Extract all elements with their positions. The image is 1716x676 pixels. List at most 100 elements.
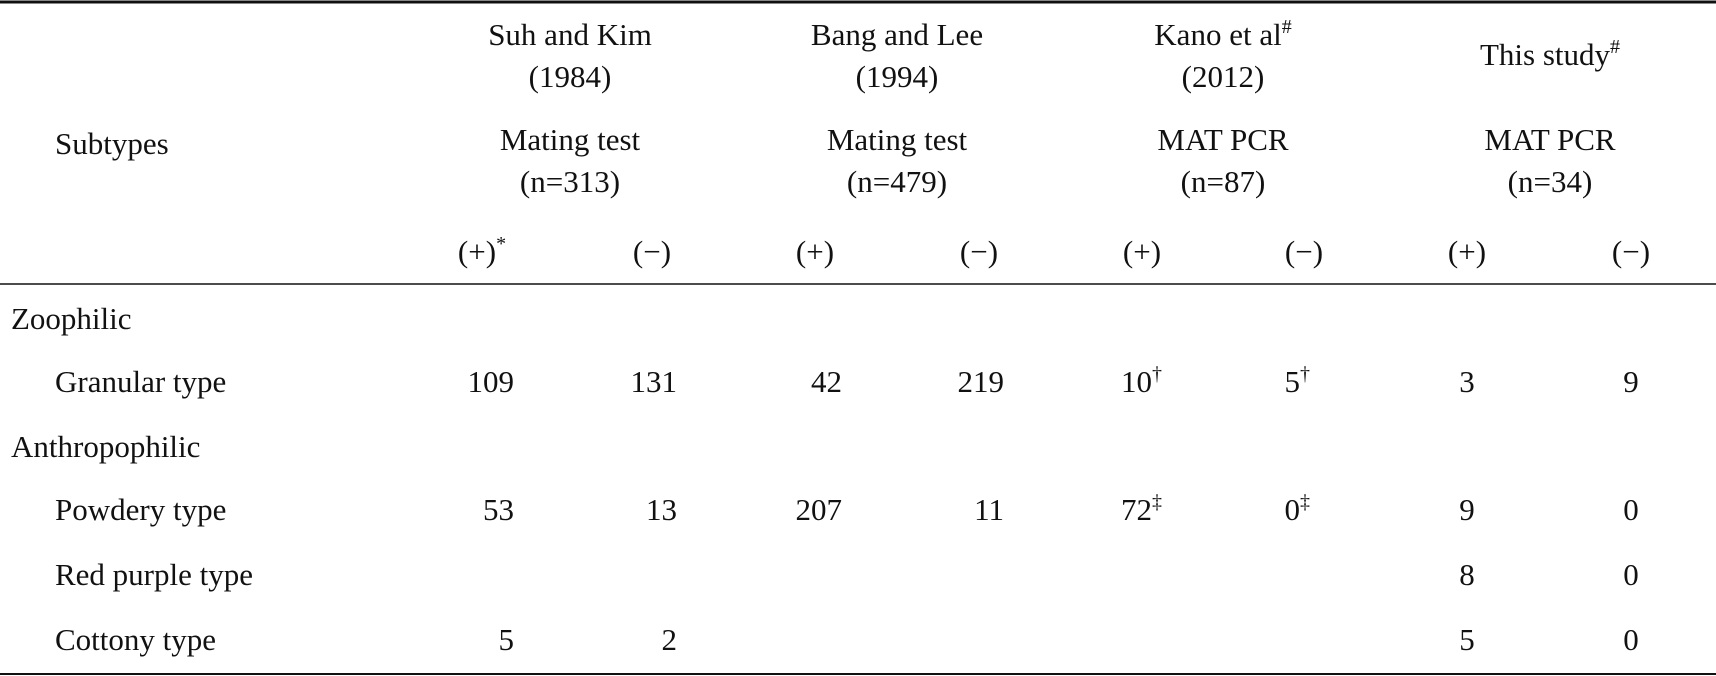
text-span: 72 bbox=[1121, 492, 1152, 527]
cell: 10† bbox=[1121, 363, 1162, 399]
text-span: 42 bbox=[811, 364, 842, 399]
text-span: 0 bbox=[1623, 622, 1639, 657]
cell: 11 bbox=[974, 492, 1004, 527]
cell: 3 bbox=[1459, 364, 1475, 399]
superscript: ‡ bbox=[1152, 491, 1162, 513]
text-span: Kano et al bbox=[1154, 17, 1281, 52]
group-n: (n=87) bbox=[1181, 164, 1266, 199]
text-span: MAT PCR bbox=[1484, 122, 1616, 157]
text-span: 219 bbox=[958, 364, 1005, 399]
superscript: * bbox=[496, 233, 506, 255]
cell: 5 bbox=[499, 622, 515, 657]
text-span: 5 bbox=[499, 622, 515, 657]
text-span: 10 bbox=[1121, 364, 1152, 399]
cell: 42 bbox=[811, 364, 842, 399]
text-span: (1994) bbox=[856, 59, 939, 94]
sub-header: (−) bbox=[960, 234, 998, 269]
text-span: (+) bbox=[1123, 234, 1161, 269]
cell: 2 bbox=[662, 622, 678, 657]
cell: 0‡ bbox=[1285, 491, 1311, 527]
text-span: Granular type bbox=[55, 364, 226, 399]
sub-header: (−) bbox=[633, 234, 671, 269]
text-span: Red purple type bbox=[55, 557, 253, 592]
text-span: (n=87) bbox=[1181, 164, 1266, 199]
group-n: (n=313) bbox=[520, 164, 620, 199]
text-span: 0 bbox=[1623, 492, 1639, 527]
text-span: 131 bbox=[631, 364, 678, 399]
cell: 0 bbox=[1623, 557, 1639, 592]
sub-header: (−) bbox=[1285, 234, 1323, 269]
group-name: Suh and Kim bbox=[488, 17, 652, 52]
sub-header: (+) bbox=[1448, 234, 1486, 269]
group-n: (n=479) bbox=[847, 164, 947, 199]
row-label: Powdery type bbox=[55, 492, 226, 527]
text-span: (+) bbox=[458, 234, 496, 269]
text-span: Bang and Lee bbox=[811, 17, 983, 52]
text-span: 0 bbox=[1623, 557, 1639, 592]
row-label: Cottony type bbox=[55, 622, 216, 657]
group-year: (1984) bbox=[529, 59, 612, 94]
group-name: This study# bbox=[1480, 36, 1620, 72]
text-span: 8 bbox=[1459, 557, 1475, 592]
text-span: 11 bbox=[974, 492, 1004, 527]
text-span: Subtypes bbox=[55, 126, 169, 161]
text-span: Mating test bbox=[500, 122, 641, 157]
row-label: Granular type bbox=[55, 364, 226, 399]
text-span: Powdery type bbox=[55, 492, 226, 527]
cell: 5† bbox=[1285, 363, 1311, 399]
cell: 207 bbox=[796, 492, 843, 527]
superscript: # bbox=[1282, 16, 1292, 38]
group-method: MAT PCR bbox=[1484, 122, 1616, 157]
cell: 9 bbox=[1623, 364, 1639, 399]
cell: 0 bbox=[1623, 622, 1639, 657]
text-span: (1984) bbox=[529, 59, 612, 94]
text-span: 53 bbox=[483, 492, 514, 527]
text-span: (n=34) bbox=[1508, 164, 1593, 199]
stub-header: Subtypes bbox=[55, 126, 169, 161]
sub-header: (+) bbox=[796, 234, 834, 269]
text-span: Cottony type bbox=[55, 622, 216, 657]
group-year: (2012) bbox=[1182, 59, 1265, 94]
cell: 109 bbox=[468, 364, 515, 399]
group-year: (1994) bbox=[856, 59, 939, 94]
cell: 53 bbox=[483, 492, 514, 527]
text-span: (−) bbox=[1285, 234, 1323, 269]
sub-header: (−) bbox=[1612, 234, 1650, 269]
row-label: Red purple type bbox=[55, 557, 253, 592]
text-span: (n=313) bbox=[520, 164, 620, 199]
text-span: 5 bbox=[1285, 364, 1301, 399]
text-span: (n=479) bbox=[847, 164, 947, 199]
cell: 219 bbox=[958, 364, 1005, 399]
text-span: This study bbox=[1480, 37, 1611, 72]
superscript: † bbox=[1152, 363, 1162, 385]
text-span: (−) bbox=[960, 234, 998, 269]
cell: 8 bbox=[1459, 557, 1475, 592]
superscript: # bbox=[1610, 36, 1620, 58]
text-span: 207 bbox=[796, 492, 843, 527]
sub-header: (+)* bbox=[458, 233, 506, 269]
section-label: Anthropophilic bbox=[11, 429, 200, 464]
superscript: † bbox=[1300, 363, 1310, 385]
text-span: MAT PCR bbox=[1157, 122, 1289, 157]
text-span: 9 bbox=[1623, 364, 1639, 399]
group-name: Kano et al# bbox=[1154, 16, 1291, 52]
text-span: 109 bbox=[468, 364, 515, 399]
text-span: 0 bbox=[1285, 492, 1301, 527]
superscript: ‡ bbox=[1300, 491, 1310, 513]
group-name: Bang and Lee bbox=[811, 17, 983, 52]
group-method: Mating test bbox=[500, 122, 641, 157]
text-span: 13 bbox=[646, 492, 677, 527]
text-span: 2 bbox=[662, 622, 678, 657]
cell: 0 bbox=[1623, 492, 1639, 527]
text-span: Zoophilic bbox=[11, 301, 132, 336]
cell: 9 bbox=[1459, 492, 1475, 527]
cell: 13 bbox=[646, 492, 677, 527]
text-span: 9 bbox=[1459, 492, 1475, 527]
text-span: 5 bbox=[1459, 622, 1475, 657]
text-span: (2012) bbox=[1182, 59, 1265, 94]
cell: 131 bbox=[631, 364, 678, 399]
sub-header: (+) bbox=[1123, 234, 1161, 269]
group-n: (n=34) bbox=[1508, 164, 1593, 199]
group-method: MAT PCR bbox=[1157, 122, 1289, 157]
